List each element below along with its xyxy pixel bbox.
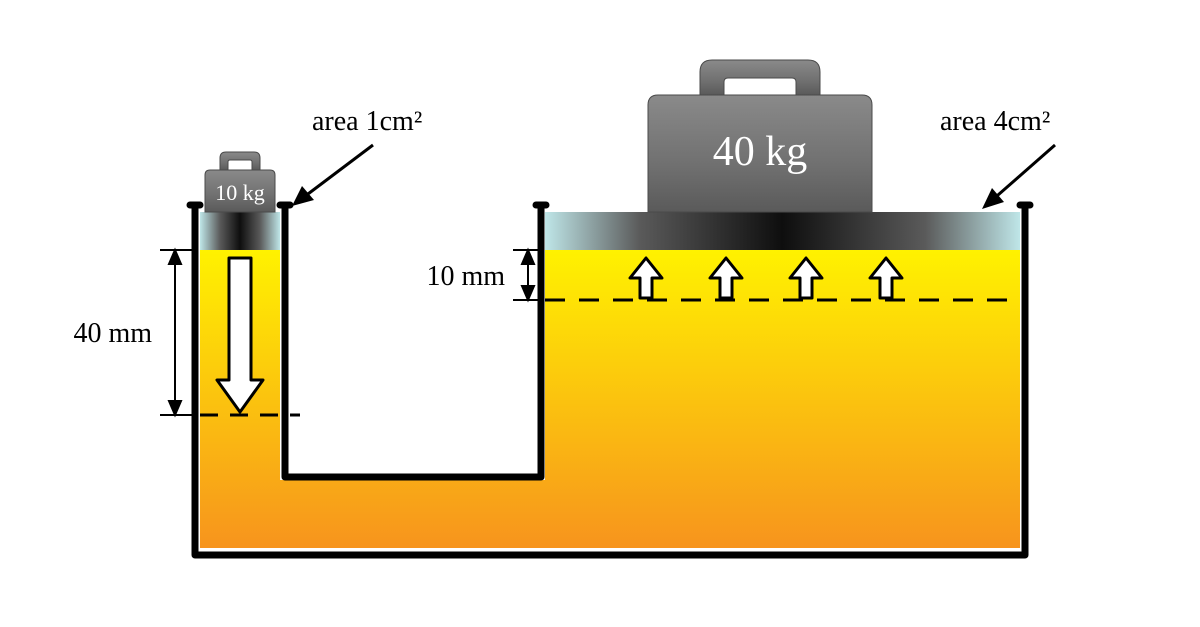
small-weight: 10 kg bbox=[205, 152, 275, 212]
pointer-area-1cm2 bbox=[292, 145, 373, 206]
large-weight-label: 40 kg bbox=[713, 129, 808, 175]
area-1cm2-label: area 1cm² bbox=[312, 106, 422, 137]
small-piston bbox=[200, 212, 280, 250]
small-weight-label: 10 kg bbox=[215, 180, 265, 205]
area-4cm2-label: area 4cm² bbox=[940, 106, 1050, 137]
pointer-area-4cm2 bbox=[982, 145, 1055, 209]
dim-10mm-label: 10 mm bbox=[426, 261, 505, 292]
large-piston bbox=[545, 212, 1020, 250]
dim-40mm-label: 40 mm bbox=[73, 318, 152, 349]
large-weight: 40 kg bbox=[648, 60, 872, 212]
hydraulic-fluid bbox=[200, 250, 1020, 548]
